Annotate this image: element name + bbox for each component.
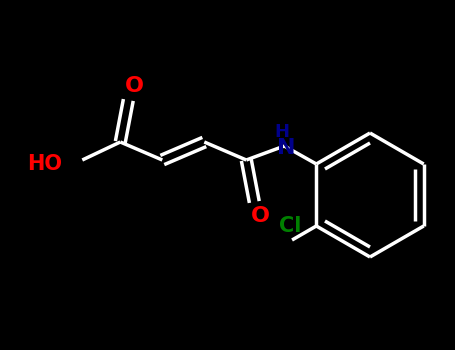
Text: N: N xyxy=(277,138,296,158)
Text: Cl: Cl xyxy=(279,216,301,236)
Text: O: O xyxy=(251,206,270,226)
Text: O: O xyxy=(125,76,144,96)
Text: HO: HO xyxy=(27,154,62,174)
Text: H: H xyxy=(275,123,290,141)
